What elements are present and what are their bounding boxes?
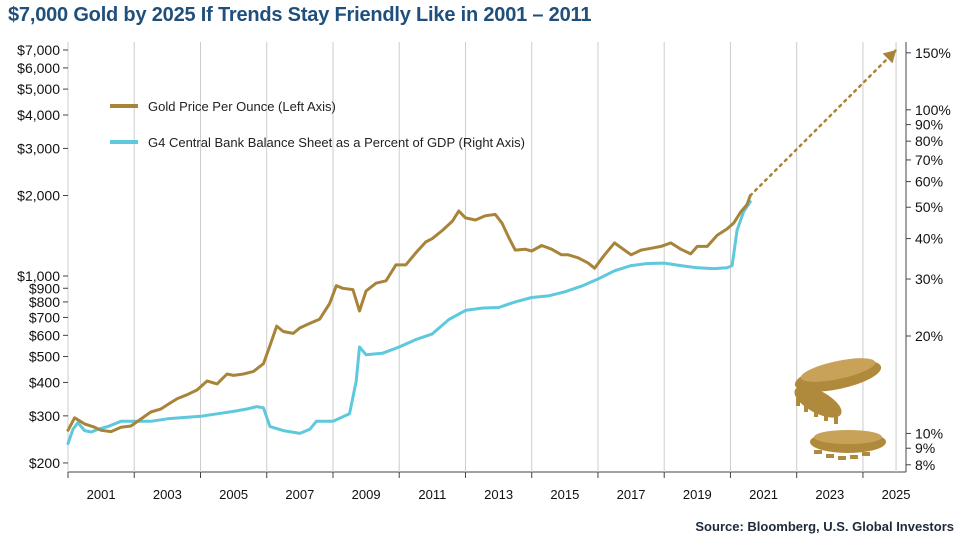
x-tick-label: 2005 bbox=[219, 487, 248, 502]
right-tick-label: 40% bbox=[915, 231, 943, 247]
left-tick-label: $4,000 bbox=[17, 107, 60, 123]
x-tick-label: 2001 bbox=[87, 487, 116, 502]
x-tick-label: 2013 bbox=[484, 487, 513, 502]
series-layer bbox=[66, 48, 898, 446]
right-tick-label: 80% bbox=[915, 133, 943, 149]
left-axis-ticks: $7,000 $6,000 $5,000 $4,000 $3,000 $2,000 $1,0… bbox=[17, 42, 68, 471]
x-tick-label: 2025 bbox=[882, 487, 911, 502]
right-axis-ticks: 150% 100%90%80% 70% 60% 50% 40% 30% 20% 10%9%8% bbox=[906, 45, 951, 473]
left-tick-label: $400 bbox=[29, 374, 60, 390]
x-tick-label: 2019 bbox=[683, 487, 712, 502]
left-tick-label: $900 bbox=[29, 280, 60, 296]
right-tick-label: 70% bbox=[915, 152, 943, 168]
legend: Gold Price Per Ounce (Left Axis) G4 Centr… bbox=[110, 99, 525, 150]
left-tick-label: $600 bbox=[29, 327, 60, 343]
legend-label: G4 Central Bank Balance Sheet as a Perce… bbox=[148, 135, 525, 150]
right-tick-label: 150% bbox=[915, 45, 951, 61]
right-tick-label: 9% bbox=[915, 440, 935, 456]
source-note: Source: Bloomberg, U.S. Global Investors bbox=[695, 519, 954, 534]
left-tick-label: $200 bbox=[29, 455, 60, 471]
x-tick-label: 2017 bbox=[617, 487, 646, 502]
x-tick-label: 2021 bbox=[749, 487, 778, 502]
left-tick-label: $500 bbox=[29, 349, 60, 365]
x-tick-label: 2023 bbox=[815, 487, 844, 502]
left-tick-label: $800 bbox=[29, 294, 60, 310]
left-tick-label: $6,000 bbox=[17, 60, 60, 76]
x-tick-label: 2003 bbox=[153, 487, 182, 502]
left-tick-label: $700 bbox=[29, 309, 60, 325]
x-tick-label: 2009 bbox=[352, 487, 381, 502]
right-tick-label: 20% bbox=[915, 328, 943, 344]
chart-title: $7,000 Gold by 2025 If Trends Stay Frien… bbox=[8, 4, 592, 26]
left-tick-label: $7,000 bbox=[17, 42, 60, 58]
x-tick-label: 2015 bbox=[550, 487, 579, 502]
legend-label: Gold Price Per Ounce (Left Axis) bbox=[148, 99, 336, 114]
right-tick-label: 8% bbox=[915, 457, 935, 473]
right-tick-label: 100% bbox=[915, 102, 951, 118]
right-tick-label: 50% bbox=[915, 199, 943, 215]
g4-balance-sheet-line bbox=[66, 200, 752, 446]
forecast-arrowhead-icon bbox=[882, 50, 897, 64]
right-tick-label: 10% bbox=[915, 425, 943, 441]
left-tick-label: $3,000 bbox=[17, 140, 60, 156]
gold-coins-icon bbox=[794, 358, 886, 460]
left-tick-label: $300 bbox=[29, 408, 60, 424]
right-tick-label: 30% bbox=[915, 271, 943, 287]
x-tick-label: 2007 bbox=[285, 487, 314, 502]
left-tick-label: $2,000 bbox=[17, 188, 60, 204]
x-tick-label: 2011 bbox=[418, 487, 446, 502]
right-tick-label: 90% bbox=[915, 117, 943, 133]
left-tick-label: $1,000 bbox=[17, 268, 60, 284]
x-axis-ticks: 2001 2003 2005 2007 2009 2011 2013 2015 2017 2019… bbox=[67, 472, 911, 502]
forecast-trend-line bbox=[749, 48, 898, 197]
gold-price-line bbox=[66, 194, 752, 434]
right-tick-label: 60% bbox=[915, 174, 943, 190]
left-tick-label: $5,000 bbox=[17, 81, 60, 97]
